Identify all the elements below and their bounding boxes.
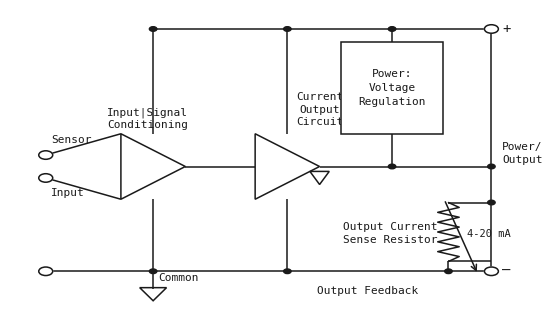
- Text: Input: Input: [51, 188, 85, 198]
- Circle shape: [484, 267, 498, 275]
- Circle shape: [284, 269, 291, 274]
- Circle shape: [39, 174, 53, 182]
- Circle shape: [445, 269, 452, 274]
- Circle shape: [388, 27, 396, 31]
- Text: Power/
Output: Power/ Output: [502, 142, 542, 165]
- Circle shape: [39, 267, 53, 275]
- Circle shape: [149, 269, 157, 274]
- Circle shape: [149, 27, 157, 31]
- Text: +: +: [502, 22, 510, 36]
- Text: Output Current
Sense Resistor: Output Current Sense Resistor: [343, 222, 438, 245]
- Text: 4-20 mA: 4-20 mA: [467, 229, 511, 239]
- Text: Power:
Voltage
Regulation: Power: Voltage Regulation: [358, 69, 426, 107]
- Text: –: –: [502, 264, 510, 278]
- Circle shape: [39, 151, 53, 159]
- Text: Common: Common: [159, 273, 199, 283]
- Text: Output Feedback: Output Feedback: [317, 286, 419, 296]
- Text: Sensor: Sensor: [51, 135, 92, 145]
- Circle shape: [484, 25, 498, 33]
- Circle shape: [488, 164, 495, 169]
- Text: Input|Signal
Conditioning: Input|Signal Conditioning: [107, 108, 188, 131]
- Text: Current
Output
Circuit: Current Output Circuit: [296, 92, 343, 127]
- Circle shape: [488, 200, 495, 205]
- Circle shape: [388, 164, 396, 169]
- Bar: [341, 42, 443, 134]
- Circle shape: [284, 27, 291, 31]
